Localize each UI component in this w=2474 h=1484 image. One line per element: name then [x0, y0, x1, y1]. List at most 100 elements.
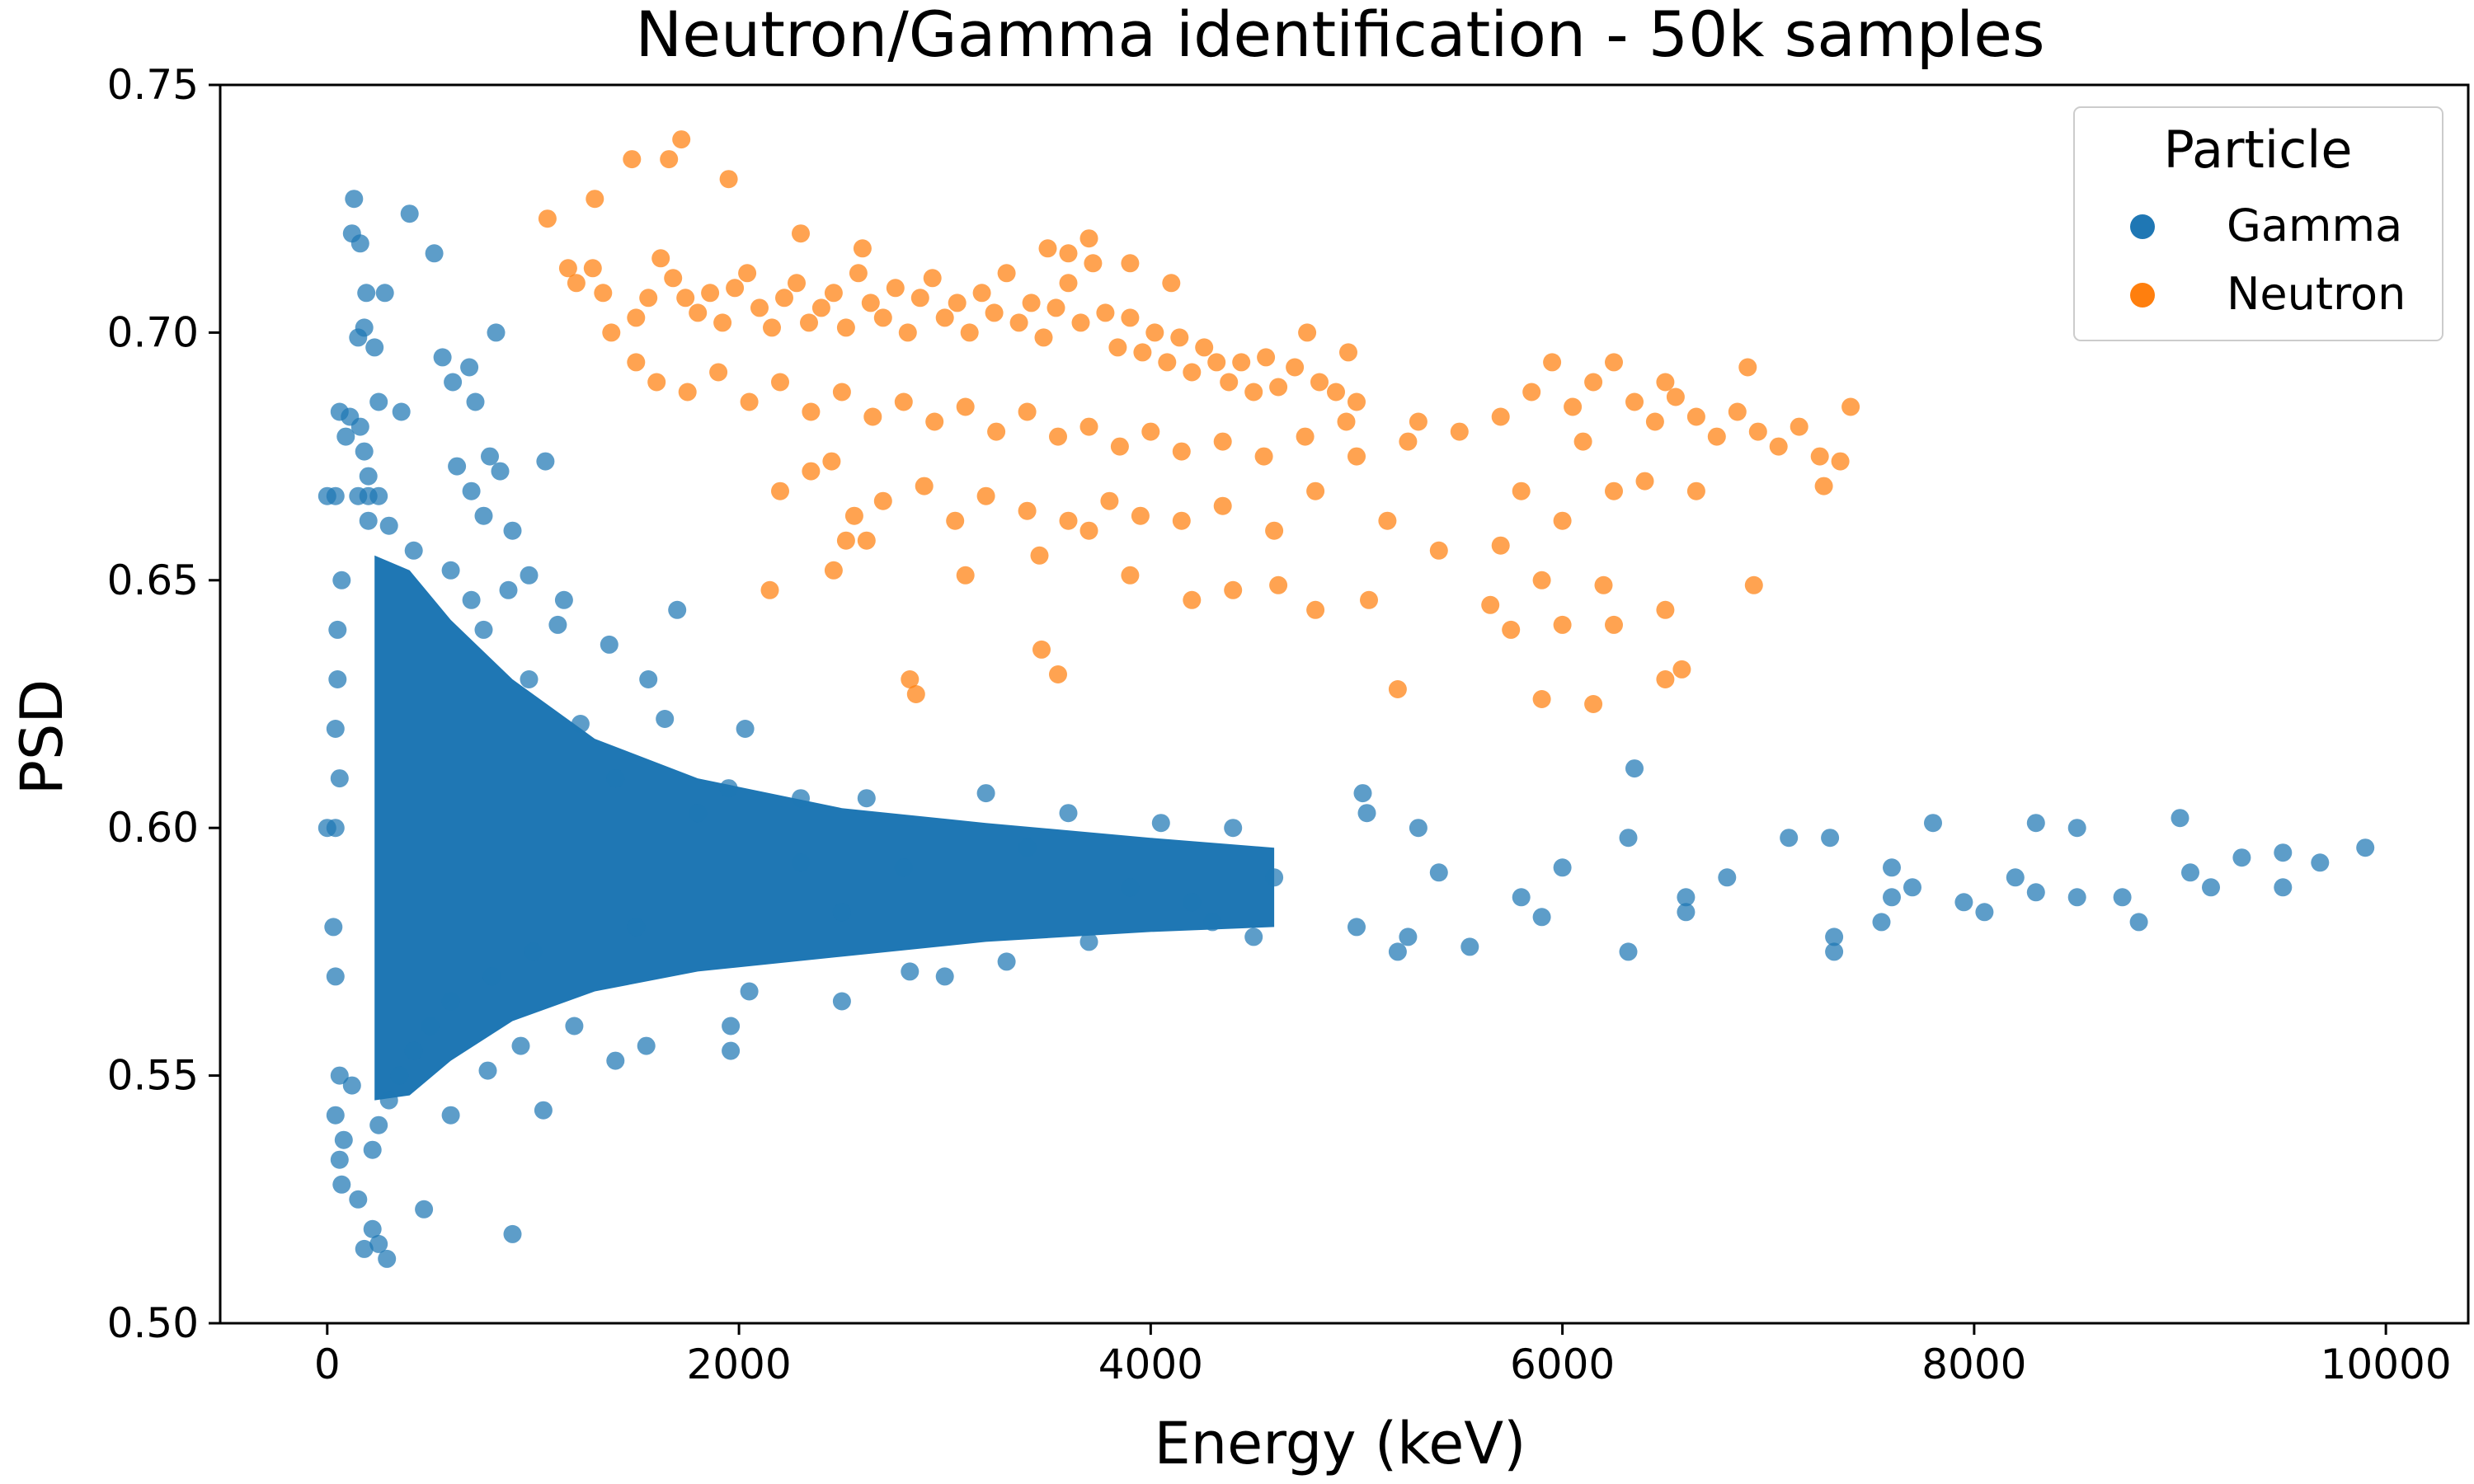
- gamma-point: [1924, 814, 1942, 833]
- gamma-point: [375, 284, 394, 303]
- neutron-point: [894, 392, 913, 411]
- neutron-point: [1360, 590, 1378, 609]
- gamma-point: [415, 1200, 434, 1219]
- x-tick-label: 6000: [1510, 1341, 1615, 1388]
- neutron-point: [1059, 274, 1078, 293]
- gamma-point: [421, 1017, 440, 1036]
- neutron-point: [1286, 358, 1305, 377]
- neutron-point: [602, 323, 621, 342]
- neutron-point: [738, 264, 757, 283]
- gamma-point: [2181, 863, 2199, 882]
- neutron-point: [760, 580, 779, 599]
- neutron-point: [915, 477, 934, 495]
- neutron-point: [1084, 254, 1103, 273]
- neutron-point: [1195, 338, 1214, 357]
- neutron-point: [906, 685, 925, 703]
- gamma-point: [2171, 809, 2189, 828]
- gamma-point: [639, 670, 658, 688]
- gamma-point: [342, 1076, 361, 1095]
- y-tick-label: 0.60: [107, 804, 199, 852]
- neutron-point: [802, 402, 821, 421]
- gamma-point: [441, 561, 460, 580]
- neutron-point: [1306, 481, 1325, 500]
- gamma-point: [1399, 928, 1418, 946]
- neutron-point: [956, 397, 975, 416]
- neutron-point: [771, 481, 789, 500]
- neutron-point: [1522, 383, 1541, 402]
- gamma-point: [330, 1066, 349, 1085]
- neutron-point: [1841, 397, 1860, 416]
- gamma-point: [2311, 853, 2330, 872]
- neutron-point: [1306, 600, 1325, 619]
- gamma-point: [359, 467, 378, 486]
- neutron-point: [1121, 254, 1140, 273]
- gamma-point: [656, 710, 675, 728]
- gamma-point: [444, 373, 463, 392]
- neutron-point: [1502, 620, 1521, 639]
- gamma-point: [326, 967, 345, 986]
- neutron-point: [1605, 481, 1623, 500]
- neutron-point: [901, 670, 920, 688]
- neutron-point: [651, 249, 670, 268]
- neutron-point: [583, 259, 602, 278]
- gamma-point: [2274, 843, 2293, 862]
- neutron-point: [1022, 294, 1041, 312]
- y-tick-label: 0.75: [107, 61, 199, 109]
- neutron-point: [1269, 378, 1288, 397]
- gamma-point: [404, 1041, 423, 1060]
- gamma-point: [1821, 829, 1840, 848]
- gamma-point: [1825, 942, 1844, 961]
- gamma-point: [1244, 928, 1263, 946]
- gamma-point: [722, 1017, 741, 1036]
- neutron-point: [987, 422, 1006, 441]
- gamma-point: [1677, 888, 1696, 907]
- neutron-point: [1220, 373, 1239, 392]
- gamma-point: [901, 962, 920, 981]
- gamma-point: [1460, 937, 1479, 956]
- neutron-point: [1032, 640, 1051, 659]
- neutron-point: [1584, 695, 1603, 713]
- gamma-point: [792, 789, 810, 808]
- neutron-point: [861, 294, 880, 312]
- gamma-density-band: [374, 555, 1275, 1101]
- neutron-point: [660, 150, 679, 169]
- neutron-point: [678, 383, 697, 402]
- gamma-point: [689, 804, 708, 823]
- neutron-point: [1213, 496, 1232, 515]
- gamma-point: [520, 670, 539, 688]
- neutron-point: [1672, 660, 1691, 679]
- gamma-point: [503, 1224, 522, 1243]
- neutron-point: [997, 264, 1016, 283]
- neutron-point: [623, 150, 642, 169]
- neutron-point: [1298, 323, 1317, 342]
- gamma-point: [350, 234, 369, 253]
- gamma-point: [462, 590, 481, 609]
- gamma-point: [357, 284, 376, 303]
- gamma-point: [2067, 819, 2086, 838]
- y-tick-label: 0.65: [107, 556, 199, 604]
- gamma-point: [606, 769, 625, 788]
- neutron-point: [910, 289, 929, 308]
- neutron-point: [664, 269, 683, 288]
- gamma-point: [328, 620, 347, 639]
- neutron-point: [775, 289, 793, 308]
- gamma-point: [330, 769, 349, 788]
- gamma-point: [1348, 918, 1366, 937]
- neutron-point: [1232, 353, 1251, 372]
- neutron-point: [1296, 427, 1315, 446]
- gamma-point: [359, 511, 378, 530]
- gamma-point: [378, 1249, 397, 1268]
- neutron-point: [792, 224, 810, 243]
- gamma-point: [736, 720, 755, 738]
- neutron-point: [1686, 407, 1705, 426]
- y-axis: 0.50 0.55 0.60 0.65 0.70 0.75: [107, 61, 220, 1347]
- gamma-point: [1151, 814, 1170, 833]
- gamma-point: [2113, 888, 2132, 907]
- neutron-point: [538, 209, 557, 228]
- neutron-point: [1079, 229, 1098, 248]
- gamma-point: [1224, 819, 1243, 838]
- gamma-point: [894, 858, 913, 877]
- legend-marker-neutron: [2130, 283, 2155, 308]
- gamma-point: [627, 918, 646, 937]
- gamma-point: [369, 1234, 388, 1253]
